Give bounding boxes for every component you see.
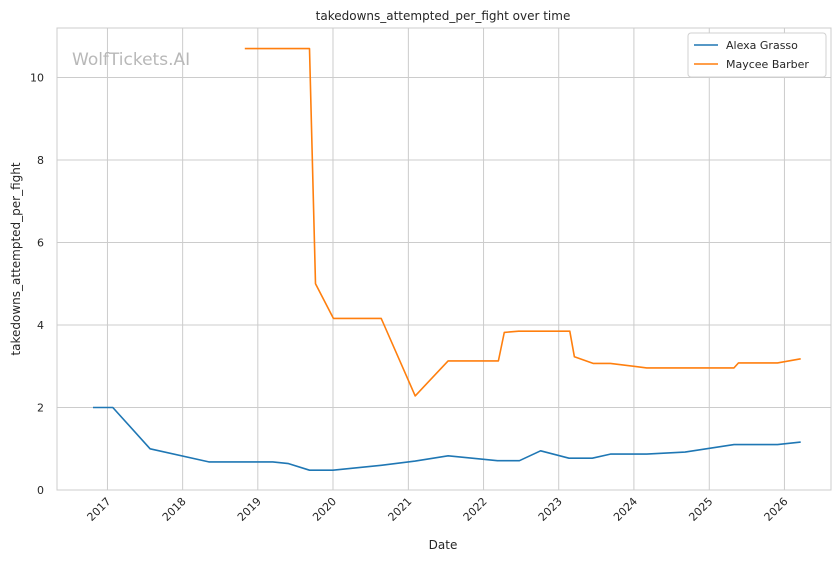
series-group [93, 47, 801, 472]
y-tick-label: 8 [37, 154, 44, 167]
y-tick-label: 10 [30, 72, 44, 85]
x-tick-label: 2019 [235, 495, 264, 524]
x-tick-labels: 2017 2018 2019 2020 2021 2022 2023 2024 2025 2026 [85, 495, 791, 524]
x-tick-label: 2025 [686, 495, 715, 524]
legend: Alexa Grasso Maycee Barber [687, 32, 827, 78]
y-tick-label: 6 [37, 237, 44, 250]
plot-frame [56, 27, 832, 491]
x-tick-label: 2020 [310, 495, 339, 524]
legend-box [687, 32, 827, 78]
x-tick-label: 2018 [160, 495, 189, 524]
y-tick-label: 0 [37, 484, 44, 497]
x-tick-label: 2023 [536, 495, 565, 524]
grid [57, 28, 831, 491]
y-tick-labels: 0 2 4 6 8 10 [30, 72, 44, 498]
y-axis-label: takedowns_attempted_per_fight [9, 162, 23, 355]
y-tick-label: 2 [37, 402, 44, 415]
x-tick-label: 2022 [461, 495, 490, 524]
x-tick-label: 2024 [611, 495, 640, 524]
series-line-maycee-barber [244, 47, 801, 397]
series-line-alexa-grasso [93, 406, 801, 472]
x-tick-label: 2017 [85, 495, 114, 524]
x-tick-label: 2026 [762, 495, 791, 524]
legend-label-alexa-grasso: Alexa Grasso [726, 39, 798, 52]
chart-title: takedowns_attempted_per_fight over time [316, 9, 571, 23]
x-tick-label: 2021 [385, 495, 414, 524]
legend-label-maycee-barber: Maycee Barber [726, 58, 809, 71]
y-tick-label: 4 [37, 319, 44, 332]
x-axis-label: Date [429, 538, 458, 552]
watermark: WolfTickets.AI [72, 50, 190, 70]
